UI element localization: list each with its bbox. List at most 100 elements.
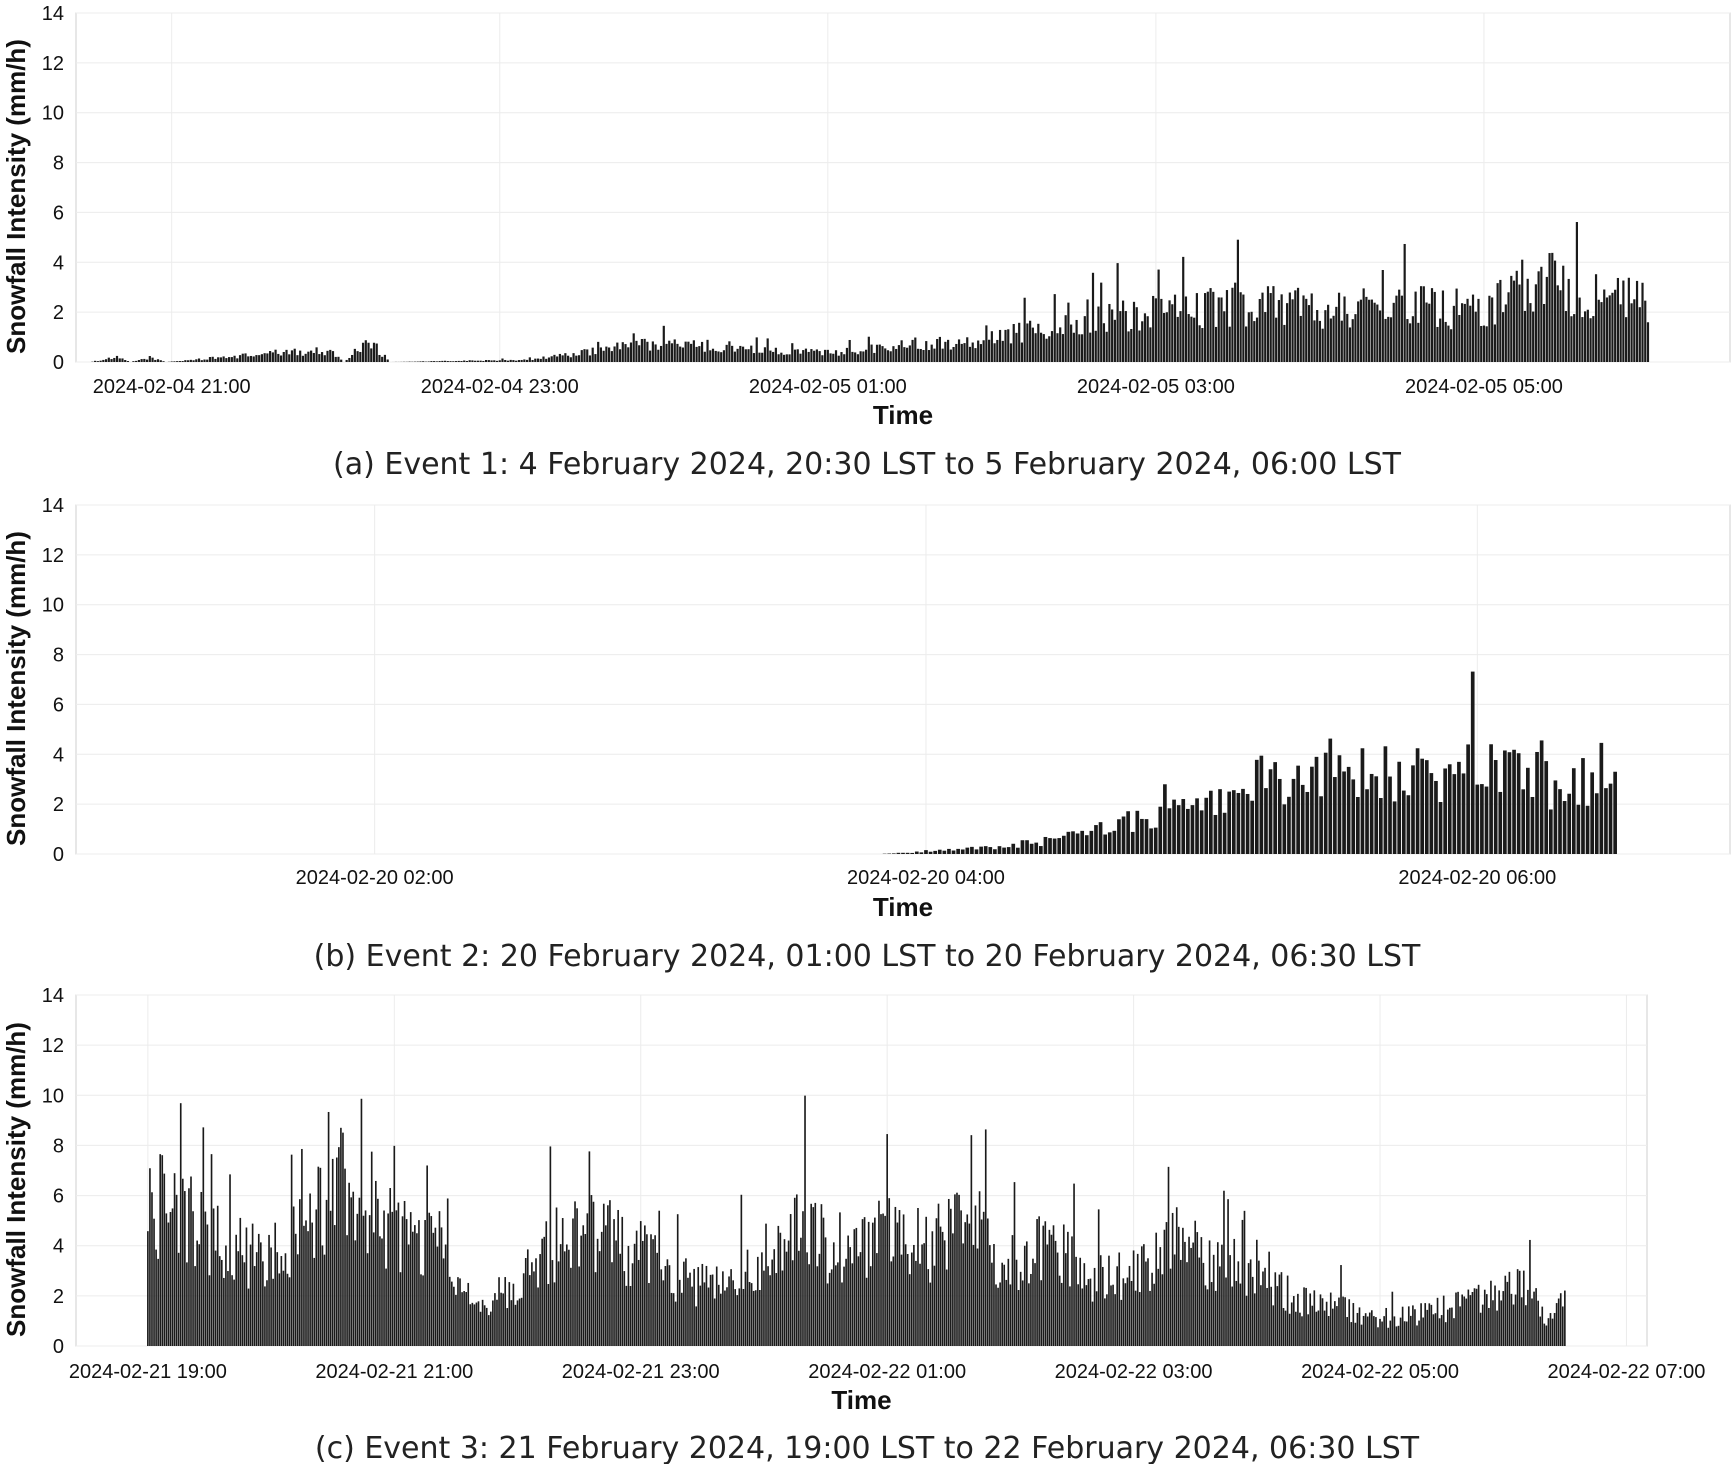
bar	[578, 1266, 580, 1346]
bar	[859, 351, 862, 362]
bar	[177, 1252, 180, 1346]
bar	[1089, 332, 1092, 362]
bar	[855, 1227, 858, 1346]
bar	[1015, 332, 1018, 362]
bar	[1483, 1289, 1486, 1346]
bar	[892, 1256, 895, 1346]
bar	[1056, 333, 1059, 362]
bar	[319, 1167, 322, 1346]
bar	[535, 1258, 537, 1346]
bar	[720, 352, 723, 362]
bar	[1122, 1278, 1125, 1346]
bar	[487, 1315, 490, 1346]
bar	[514, 1304, 517, 1346]
bar	[769, 350, 772, 362]
bar	[1369, 773, 1374, 854]
bar	[1021, 1280, 1024, 1346]
bar	[200, 360, 203, 362]
bar	[878, 1200, 880, 1346]
bar	[1025, 1241, 1028, 1346]
bar	[1155, 1232, 1158, 1346]
bar	[1233, 1238, 1236, 1346]
bar	[1052, 838, 1057, 854]
bar	[1277, 300, 1281, 362]
bar	[788, 354, 791, 362]
bar	[335, 1157, 338, 1346]
bar	[1494, 1285, 1496, 1346]
bar	[715, 1266, 718, 1346]
bar	[798, 1250, 800, 1346]
bar	[1210, 1282, 1213, 1346]
bar	[1151, 1272, 1153, 1346]
bar	[1571, 768, 1576, 854]
bar	[329, 349, 332, 362]
bar	[1072, 332, 1075, 362]
bar	[1370, 299, 1373, 362]
bar	[1190, 316, 1193, 362]
bar	[646, 1234, 648, 1346]
bar	[282, 351, 285, 362]
bar	[1604, 788, 1608, 854]
bar	[170, 361, 173, 362]
bar	[299, 350, 302, 362]
y-axis-title: Snowfall Intensity (mm/h)	[1, 531, 31, 846]
bar	[230, 357, 233, 362]
bar	[999, 1282, 1001, 1346]
bar	[1278, 1274, 1281, 1346]
bar	[442, 1258, 445, 1346]
bar	[896, 1222, 899, 1346]
bar	[433, 361, 436, 362]
bar	[1107, 832, 1112, 854]
bar	[982, 340, 985, 362]
bar	[1444, 321, 1447, 362]
bar	[1477, 298, 1480, 362]
bar	[1143, 313, 1147, 362]
bar	[810, 349, 813, 362]
bar	[167, 1222, 170, 1346]
bar	[949, 349, 952, 362]
bar	[684, 341, 687, 362]
bar	[740, 1194, 743, 1346]
bar	[1054, 1240, 1057, 1346]
bar	[726, 1287, 728, 1346]
bar	[847, 1235, 849, 1346]
bar	[904, 1244, 907, 1346]
bar	[1103, 834, 1107, 854]
bar	[1214, 326, 1218, 362]
bar	[1294, 290, 1297, 362]
bar	[391, 1211, 394, 1346]
bar	[1392, 801, 1397, 854]
bar	[930, 344, 933, 362]
bar	[1261, 292, 1264, 362]
bar	[977, 340, 980, 362]
bar	[914, 851, 919, 854]
bar	[1126, 811, 1130, 854]
bar	[192, 360, 195, 362]
bar	[1305, 1287, 1307, 1346]
bar	[933, 1265, 936, 1346]
bar	[1401, 1306, 1404, 1346]
bar	[728, 341, 731, 362]
y-axis-title: Snowfall Intensity (mm/h)	[1, 39, 31, 354]
bar	[1153, 1283, 1155, 1346]
bar	[1220, 297, 1223, 362]
bar	[323, 355, 326, 362]
bar	[253, 1266, 256, 1346]
bar	[683, 1261, 685, 1346]
bar	[752, 353, 756, 362]
bar	[1227, 791, 1232, 854]
bar	[1157, 1268, 1160, 1346]
bar	[1102, 323, 1106, 362]
bar	[1187, 314, 1190, 362]
bar	[668, 1265, 671, 1346]
bar	[567, 355, 570, 362]
bar	[1258, 298, 1261, 362]
x-tick-label: 2024-02-04 21:00	[93, 376, 251, 398]
bar	[1508, 1271, 1511, 1346]
bar	[1567, 278, 1570, 362]
bar	[1493, 324, 1496, 362]
bar	[296, 355, 299, 362]
bar	[633, 1243, 636, 1346]
bar	[1050, 331, 1054, 362]
bar	[1307, 1314, 1309, 1346]
